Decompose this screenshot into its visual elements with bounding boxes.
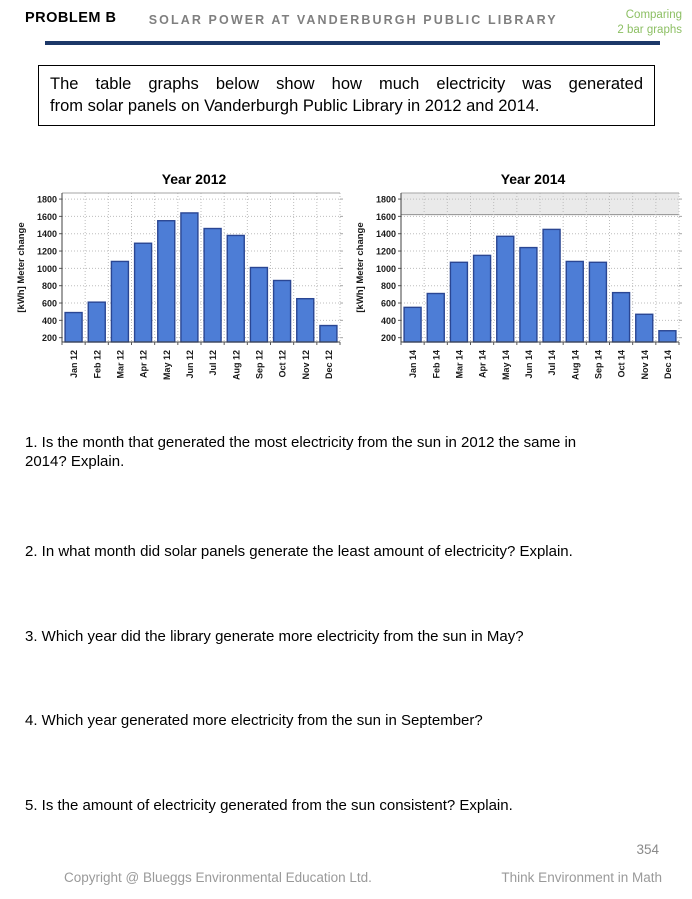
header-divider — [45, 40, 660, 45]
y-tick-label: 800 — [381, 282, 396, 292]
x-category-label: Mar 14 — [454, 350, 464, 379]
x-category-label: Aug 12 — [231, 350, 241, 380]
bar-sep-14 — [588, 262, 608, 344]
page-header: PROBLEM B SOLAR POWER AT VANDERBURGH PUB… — [0, 0, 692, 38]
page-title: SOLAR POWER AT VANDERBURGH PUBLIC LIBRAR… — [148, 13, 558, 27]
y-tick-label: 1000 — [376, 264, 396, 274]
question-2: 2. In what month did solar panels genera… — [25, 542, 573, 560]
bar-chart-year-2012: 200 400 600 800 1000 1200 1400 1600 1800 Jan 12 Fe… — [14, 148, 347, 396]
x-category-label: Jul 12 — [208, 350, 218, 376]
bar-oct-12 — [272, 280, 292, 344]
y-axis-title: [kWh] Meter change — [355, 223, 366, 313]
bar-dec-12 — [319, 325, 338, 344]
question-3: 3. Which year did the library generate m… — [25, 627, 524, 645]
intro-box: The table graphs below show how much ele… — [38, 64, 655, 127]
question-1: 1. Is the month that generated the most … — [25, 434, 577, 471]
footer-line: Copyright @ Blueggs Environmental Educat… — [0, 857, 692, 885]
bar-dec-14 — [658, 330, 677, 344]
x-category-label: Feb 14 — [431, 350, 441, 379]
bar-sep-12 — [249, 267, 269, 344]
bar-aug-12 — [226, 235, 245, 344]
chart-svg: 200 400 600 800 1000 1200 1400 1600 1800 Jan 14 Fe… — [355, 171, 682, 380]
x-category-label: Jun 14 — [524, 350, 534, 379]
x-category-label: Apr 12 — [139, 350, 149, 378]
x-category-label: Dec 14 — [663, 350, 673, 379]
page-footer: 354 Copyright @ Blueggs Environmental Ed… — [0, 842, 692, 885]
bar-mar-12 — [110, 261, 130, 344]
questions-section: 1. Is the month that generated the most … — [25, 434, 621, 816]
intro-text-line1: The table graphs below show how much ele… — [50, 74, 643, 93]
x-category-label: Feb 12 — [92, 350, 102, 379]
chart-svg: 200 400 600 800 1000 1200 1400 1600 1800 Jan 12 Fe… — [16, 171, 343, 380]
y-tick-label: 1600 — [37, 212, 57, 222]
charts-row: 200 400 600 800 1000 1200 1400 1600 1800 Jan 12 Fe… — [14, 148, 692, 396]
chart-title: Year 2014 — [501, 171, 566, 187]
bar-feb-14 — [426, 293, 445, 344]
question-4: 4. Which year generated more electricity… — [25, 712, 483, 730]
bar-jul-12 — [203, 228, 222, 344]
x-category-label: Jun 12 — [185, 350, 195, 379]
x-category-label: Dec 12 — [324, 350, 334, 379]
y-tick-label: 1400 — [37, 230, 57, 240]
bar-may-12 — [157, 220, 176, 344]
copyright-text: Copyright @ Blueggs Environmental Educat… — [64, 869, 372, 885]
x-category-label: Nov 12 — [301, 350, 311, 380]
question-5: 5. Is the amount of electricity generate… — [25, 797, 513, 815]
bar-feb-12 — [87, 301, 106, 344]
chart-title: Year 2012 — [162, 171, 227, 187]
corner-note-line1: Comparing — [625, 9, 682, 21]
y-tick-label: 600 — [42, 299, 57, 309]
x-category-label: May 12 — [162, 350, 172, 380]
intro-text-line2: from solar panels on Vanderburgh Public … — [50, 96, 540, 115]
bar-mar-14 — [449, 262, 469, 344]
y-tick-label: 1800 — [376, 195, 396, 205]
x-category-label: Jul 14 — [547, 350, 557, 376]
x-category-label: Sep 12 — [254, 350, 264, 379]
y-tick-label: 800 — [42, 282, 57, 292]
y-tick-label: 1200 — [37, 247, 57, 257]
y-tick-label: 600 — [381, 299, 396, 309]
y-axis-title: [kWh] Meter change — [16, 223, 27, 313]
plot-top-band — [401, 193, 679, 216]
bar-apr-14 — [472, 255, 492, 344]
bar-jun-14 — [519, 247, 538, 344]
x-category-label: Nov 14 — [640, 350, 650, 380]
x-category-label: Jan 12 — [69, 350, 79, 378]
bar-oct-14 — [611, 292, 631, 344]
bar-apr-12 — [133, 242, 153, 344]
y-tick-label: 400 — [381, 316, 396, 326]
corner-note-line2: 2 bar graphs — [617, 23, 682, 36]
bar-nov-14 — [635, 313, 654, 344]
bar-jul-14 — [542, 229, 561, 344]
y-tick-label: 1600 — [376, 212, 396, 222]
bar-jan-14 — [403, 307, 422, 344]
x-category-label: Jan 14 — [408, 350, 418, 378]
bar-may-14 — [496, 236, 515, 344]
x-category-label: Aug 14 — [570, 350, 580, 380]
bar-jan-12 — [64, 312, 83, 344]
y-tick-label: 200 — [42, 334, 57, 344]
tagline-text: Think Environment in Math — [501, 869, 662, 885]
y-tick-label: 1000 — [37, 264, 57, 274]
x-category-label: Oct 12 — [278, 350, 288, 378]
y-tick-label: 1800 — [37, 195, 57, 205]
bar-jun-12 — [180, 212, 199, 344]
y-tick-label: 1200 — [376, 247, 396, 257]
x-category-label: Apr 14 — [478, 350, 488, 378]
bar-nov-12 — [296, 298, 315, 344]
bar-aug-14 — [565, 261, 584, 344]
y-tick-label: 200 — [381, 334, 396, 344]
bar-chart-year-2014: 200 400 600 800 1000 1200 1400 1600 1800 Jan 14 Fe… — [353, 148, 686, 396]
x-category-label: Oct 14 — [617, 350, 627, 378]
y-tick-label: 1400 — [376, 230, 396, 240]
x-category-label: Sep 14 — [593, 350, 603, 379]
y-tick-label: 400 — [42, 316, 57, 326]
x-category-label: May 14 — [501, 350, 511, 380]
corner-note: Comparing 2 bar graphs — [590, 8, 682, 38]
page-number: 354 — [636, 841, 659, 857]
problem-label: PROBLEM B — [25, 10, 117, 26]
x-category-label: Mar 12 — [115, 350, 125, 379]
